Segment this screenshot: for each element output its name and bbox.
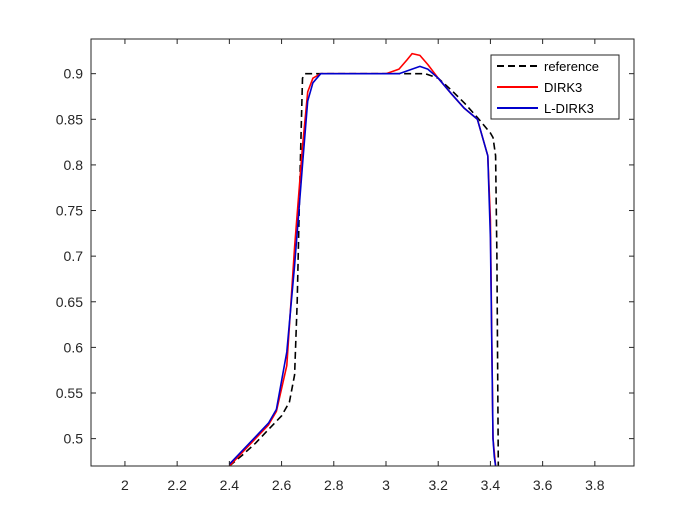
x-tick-label: 3 [382, 477, 390, 493]
y-axis-ticks: 0.5 0.55 0.6 0.65 0.7 0.75 0.8 0.85 0.9 [56, 66, 634, 447]
y-tick-label: 0.65 [56, 294, 83, 310]
x-tick-label: 2 [121, 477, 129, 493]
y-tick-label: 0.5 [64, 431, 84, 447]
x-tick-label: 3.2 [428, 477, 448, 493]
x-tick-label: 3.8 [585, 477, 605, 493]
x-tick-label: 2.2 [167, 477, 187, 493]
y-tick-label: 0.8 [64, 157, 84, 173]
x-tick-label: 3.6 [533, 477, 553, 493]
legend-label-reference: reference [544, 59, 599, 74]
legend-label-l-dirk3: L-DIRK3 [544, 101, 594, 116]
x-tick-label: 3.4 [481, 477, 501, 493]
y-tick-label: 0.75 [56, 203, 83, 219]
y-tick-label: 0.7 [64, 248, 84, 264]
y-tick-label: 0.85 [56, 111, 83, 127]
y-tick-label: 0.9 [64, 66, 84, 82]
legend: reference DIRK3 L-DIRK3 [490, 54, 620, 120]
x-tick-label: 2.8 [324, 477, 344, 493]
plot-frame [90, 38, 635, 467]
y-tick-label: 0.6 [64, 339, 84, 355]
series-layer [228, 52, 500, 466]
x-tick-label: 2.4 [220, 477, 240, 493]
legend-label-dirk3: DIRK3 [544, 80, 582, 95]
y-tick-label: 0.55 [56, 385, 83, 401]
x-tick-label: 2.6 [272, 477, 292, 493]
series-line-l-dirk3 [228, 65, 497, 466]
x-axis-ticks: 2 2.2 2.4 2.6 2.8 3 3.2 3.4 3.6 3.8 [121, 39, 605, 493]
